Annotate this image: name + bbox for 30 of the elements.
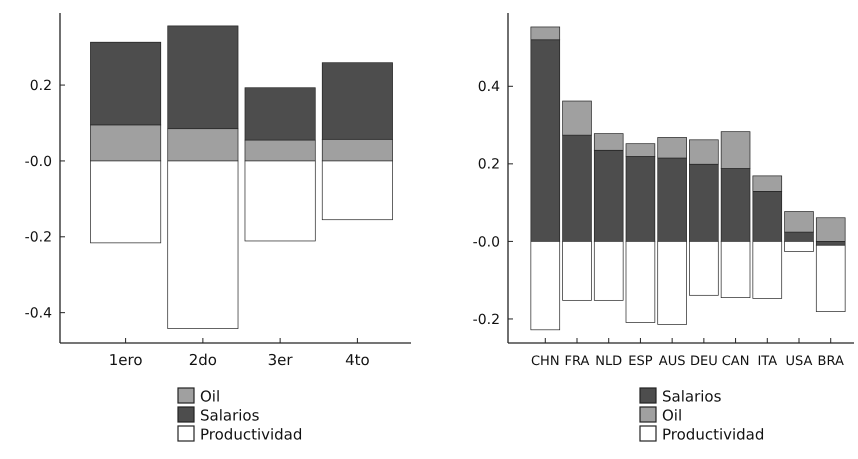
y-tick-label: 0.2 (478, 156, 500, 173)
legend-label: Salarios (200, 406, 260, 424)
x-tick-label: ESP (628, 354, 653, 369)
y-tick-label: 0.4 (478, 79, 500, 96)
x-tick-label: FRA (564, 354, 590, 369)
x-tick-label: ITA (757, 354, 778, 369)
x-tick-label: 3er (268, 351, 294, 369)
x-tick-label: CAN (722, 354, 750, 369)
legend-label: Salarios (662, 387, 722, 406)
legend-label: Oil (200, 387, 220, 406)
legend-label: Productividad (200, 425, 302, 444)
bar (816, 244, 846, 312)
legend-label: Productividad (662, 425, 764, 444)
x-tick-label: DEU (690, 354, 718, 369)
x-tick-label: BRA (818, 354, 844, 369)
y-tick-label: -0.2 (472, 312, 500, 328)
x-tick-label: CHN (530, 354, 560, 369)
legend-label: Oil (662, 406, 682, 424)
bar (816, 217, 846, 242)
y-tick-label: -0.4 (24, 306, 52, 322)
x-tick-label: USA (786, 354, 813, 369)
x-tick-label: 4to (345, 351, 370, 369)
y-tick-label: -0.0 (24, 154, 52, 170)
x-tick-label: AUS (658, 354, 686, 369)
y-tick-label: 0.2 (30, 78, 52, 94)
y-tick-label: -0.2 (24, 230, 52, 246)
x-tick-label: 1ero (108, 351, 143, 369)
y-tick-label: -0.0 (472, 234, 500, 250)
x-tick-label: NLD (595, 354, 622, 369)
x-tick-label: 2do (188, 351, 217, 369)
